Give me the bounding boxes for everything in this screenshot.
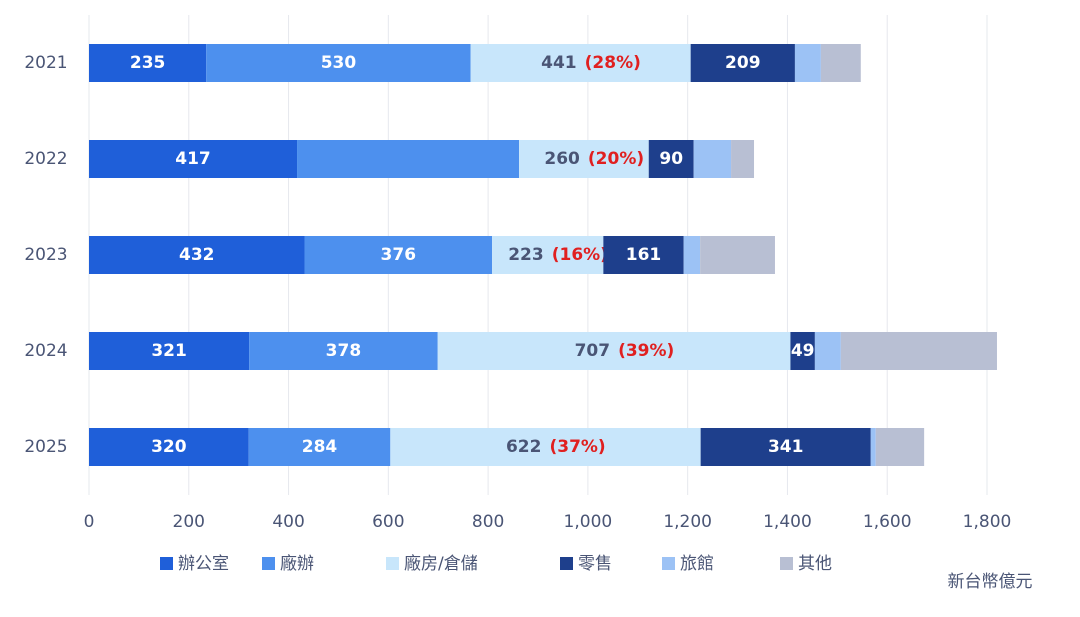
x-tick-label: 1,000 xyxy=(564,512,613,532)
bar-segment xyxy=(89,332,250,370)
x-tick-label: 600 xyxy=(372,512,404,532)
bar-segment xyxy=(683,236,701,274)
bar-segment xyxy=(603,236,684,274)
bar-segment xyxy=(700,236,775,274)
value-label: 260 xyxy=(544,149,580,169)
legend-label: 旅館 xyxy=(680,554,714,574)
bar-segment xyxy=(700,428,871,466)
bar-segment xyxy=(814,332,841,370)
value-label: 432 xyxy=(179,245,215,265)
bar-segment xyxy=(297,140,520,178)
bar-segment xyxy=(89,140,298,178)
bar-segment xyxy=(89,428,249,466)
bar-segment xyxy=(437,332,791,370)
x-tick-label: 200 xyxy=(173,512,205,532)
bar-segment xyxy=(249,332,438,370)
bar-segment xyxy=(648,140,694,178)
legend-label: 零售 xyxy=(578,554,612,574)
legend-swatch xyxy=(262,557,275,570)
value-label: 341 xyxy=(768,437,804,457)
bar-segment xyxy=(492,236,604,274)
legend-swatch xyxy=(386,557,399,570)
value-label: 441 xyxy=(541,53,577,73)
value-label: 417 xyxy=(175,149,211,169)
x-tick-label: 400 xyxy=(272,512,304,532)
share-label: (37%) xyxy=(549,437,605,457)
bar-segment xyxy=(690,44,795,82)
y-tick-label: 2022 xyxy=(24,149,67,169)
x-tick-label: 1,600 xyxy=(863,512,912,532)
bar-segment xyxy=(840,332,997,370)
value-label: 209 xyxy=(725,53,761,73)
bar-segment xyxy=(875,428,925,466)
share-label: (28%) xyxy=(585,53,641,73)
y-tick-label: 2025 xyxy=(24,437,67,457)
value-label: 707 xyxy=(575,341,611,361)
value-label: 235 xyxy=(130,53,166,73)
bar-segment xyxy=(731,140,755,178)
x-tick-label: 1,200 xyxy=(663,512,712,532)
legend-swatch xyxy=(560,557,573,570)
x-tick-label: 0 xyxy=(84,512,95,532)
bar-segment xyxy=(304,236,493,274)
y-tick-label: 2024 xyxy=(24,341,67,361)
x-tick-label: 1,400 xyxy=(763,512,812,532)
value-label: 284 xyxy=(302,437,338,457)
value-label: 530 xyxy=(321,53,357,73)
bar-segment xyxy=(89,236,305,274)
x-tick-label: 1,800 xyxy=(963,512,1012,532)
bar-segment xyxy=(820,44,861,82)
value-label: 378 xyxy=(326,341,362,361)
y-tick-label: 2021 xyxy=(24,53,67,73)
value-label: 49 xyxy=(791,341,815,361)
legend-label: 廠辦 xyxy=(280,553,314,574)
x-tick-label: 800 xyxy=(472,512,504,532)
legend-label: 辦公室 xyxy=(178,554,229,574)
unit-label: 新台幣億元 xyxy=(948,572,1033,592)
bar-segment xyxy=(470,44,691,82)
legend-label: 廠房/倉儲 xyxy=(404,553,478,574)
bar-segment xyxy=(519,140,649,178)
share-label: (20%) xyxy=(588,149,644,169)
share-label: (39%) xyxy=(618,341,674,361)
value-label: 622 xyxy=(506,437,542,457)
y-tick-label: 2023 xyxy=(24,245,67,265)
value-label: 320 xyxy=(151,437,187,457)
value-label: 223 xyxy=(508,245,544,265)
bar-segment xyxy=(206,44,471,82)
bar-segment xyxy=(794,44,821,82)
legend-label: 其他 xyxy=(798,554,832,574)
legend-swatch xyxy=(662,557,675,570)
value-label: 376 xyxy=(381,245,417,265)
bar-segment xyxy=(390,428,701,466)
bar-segment xyxy=(790,332,815,370)
value-label: 321 xyxy=(151,341,187,361)
legend-swatch xyxy=(160,557,173,570)
bar-segment xyxy=(89,44,207,82)
value-label: 161 xyxy=(626,245,662,265)
bar-segment xyxy=(693,140,732,178)
bar-segment xyxy=(248,428,391,466)
value-label: 90 xyxy=(659,149,683,169)
bar-segment xyxy=(870,428,876,466)
share-label: (16%) xyxy=(552,245,608,265)
legend-swatch xyxy=(780,557,793,570)
